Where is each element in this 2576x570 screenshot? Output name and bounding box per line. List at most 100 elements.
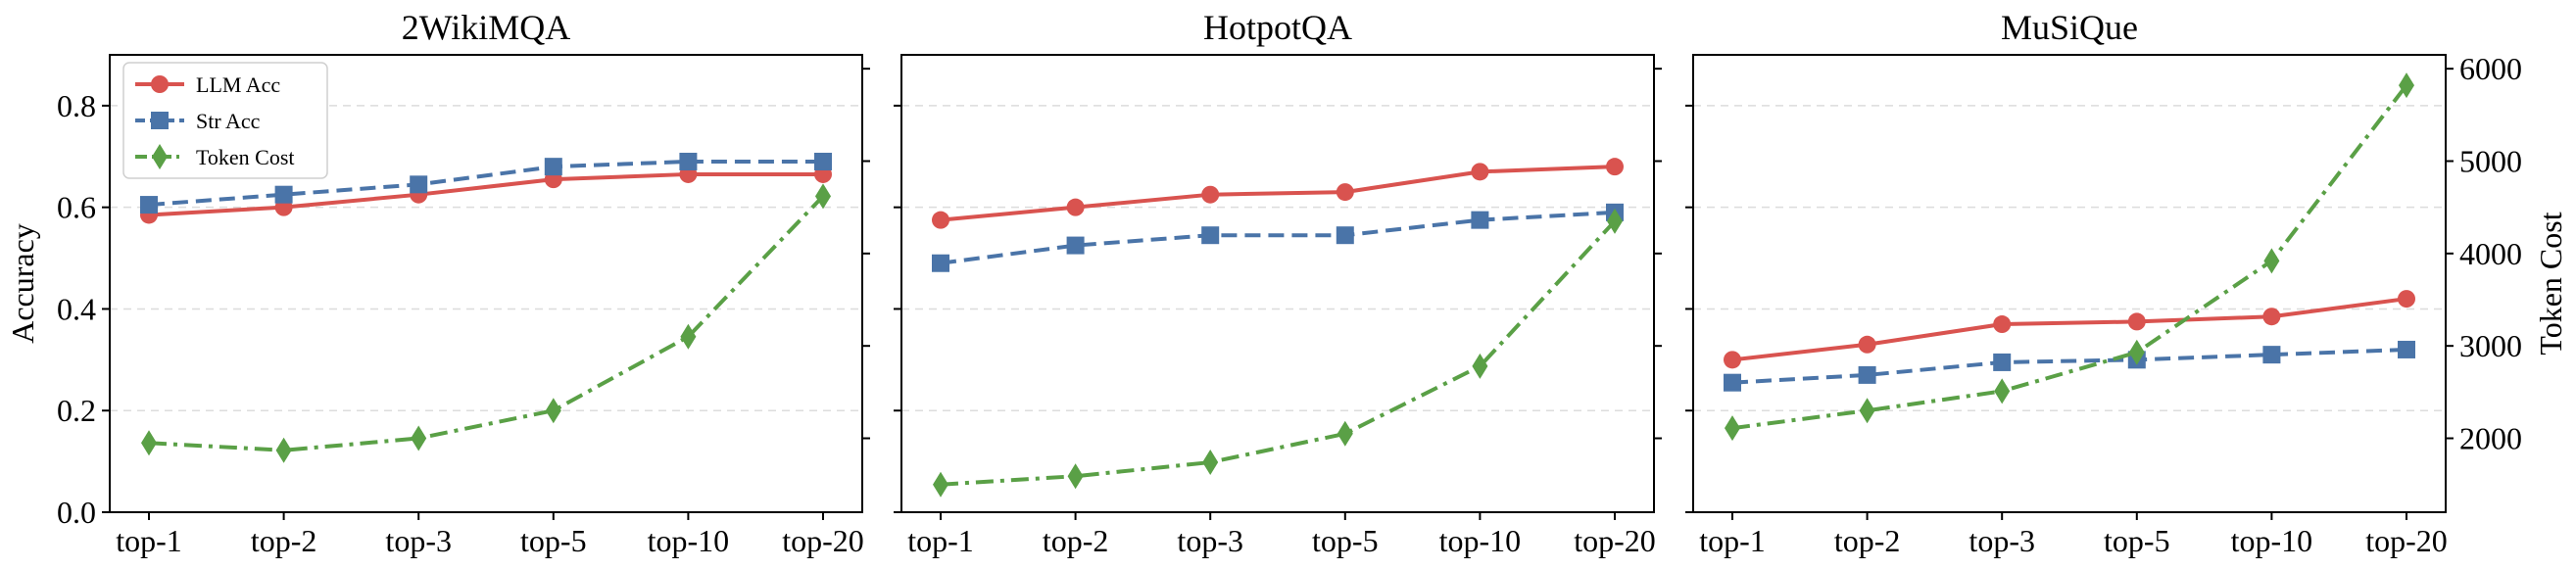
plot-frame [109, 54, 863, 513]
x-tick-label: top-1 [907, 523, 974, 558]
panel-title: MuSiQue [2001, 8, 2138, 47]
legend-marker [151, 75, 169, 93]
series-line [1731, 347, 2407, 385]
data-point [140, 196, 158, 214]
legend-label: Token Cost [196, 145, 295, 169]
data-point [410, 175, 428, 194]
data-point [1201, 226, 1220, 245]
data-point [1606, 158, 1624, 176]
legend-marker [151, 112, 169, 129]
series-line [148, 159, 823, 208]
series-token-cost [1725, 72, 2414, 442]
data-point [932, 211, 949, 229]
series-token-cost [141, 183, 831, 463]
legend: LLM Acc Str Acc Token Cost [122, 62, 328, 179]
series-line [1731, 83, 2408, 431]
x-tick-label: top-2 [1834, 523, 1901, 558]
data-point [2398, 340, 2415, 358]
data-point [814, 152, 832, 170]
series-token-cost [933, 208, 1623, 498]
data-point [1858, 335, 1876, 354]
series-line [940, 165, 1616, 222]
data-point [544, 158, 562, 176]
x-tick-label: top-3 [385, 523, 452, 558]
panel-2: HotpotQA top-1 top-2 top-3 top-5 top-10 top-20 [894, 8, 1662, 558]
x-tick-label: top-3 [1968, 523, 2035, 558]
data-point [1858, 365, 1876, 384]
y-tick-label-left: 0.8 [57, 88, 96, 123]
y-axis-label-left: Accuracy [5, 223, 40, 344]
legend-marker [152, 144, 168, 169]
data-point [275, 437, 292, 463]
y-axis-label-right: Token Cost [2533, 212, 2568, 355]
x-tick-label: top-20 [782, 523, 864, 558]
series-str-acc [140, 152, 832, 214]
x-tick-label: top-10 [648, 523, 730, 558]
x-tick-label: top-10 [2231, 523, 2313, 558]
data-point [1993, 315, 2012, 334]
data-point [2262, 308, 2281, 326]
y-tick-label-left: 0.2 [57, 393, 96, 428]
data-point [1994, 378, 2011, 404]
series-line [148, 194, 825, 452]
data-point [1472, 353, 1488, 379]
data-point [1471, 163, 1489, 181]
data-point [1724, 351, 1741, 369]
data-point [1993, 353, 2012, 371]
data-point [1725, 415, 1740, 442]
x-tick-label: top-2 [1043, 523, 1109, 558]
data-point [680, 323, 697, 350]
x-tick-label: top-2 [251, 523, 317, 558]
series-line [940, 219, 1617, 487]
y-tick-label-left: 0.4 [57, 291, 96, 326]
data-point [1336, 226, 1354, 245]
data-point [411, 425, 427, 451]
series-line [148, 171, 823, 217]
legend-item: Str Acc [135, 109, 261, 133]
panel-3: MuSiQue top-1 top-2 top-3 top-5 top-10 top-20 2… [1685, 8, 2522, 558]
y-tick-label-left: 0.0 [57, 495, 96, 530]
data-point [2262, 346, 2281, 364]
data-point [2263, 248, 2280, 274]
x-tick-label: top-5 [1312, 523, 1379, 558]
x-tick-label: top-10 [1439, 523, 1522, 558]
series-line [1731, 297, 2407, 362]
data-point [2399, 72, 2414, 99]
data-point [815, 183, 831, 210]
y-tick-label-right: 3000 [2459, 328, 2522, 363]
data-point [2398, 290, 2415, 309]
data-point [1202, 450, 1219, 476]
data-point [1607, 208, 1623, 234]
data-point [274, 185, 293, 204]
data-point [1724, 373, 1741, 392]
y-tick-label-right: 5000 [2459, 143, 2522, 178]
y-tick-label-right: 6000 [2459, 51, 2522, 86]
panel-title: HotpotQA [1203, 8, 1352, 47]
legend-label: Str Acc [196, 109, 261, 133]
y-tick-label-right: 4000 [2459, 236, 2522, 271]
series-llm-acc [1724, 290, 2415, 369]
data-point [1066, 198, 1085, 216]
y-tick-label-right: 2000 [2459, 421, 2522, 456]
panel-title: 2WikiMQA [402, 8, 571, 47]
data-point [1859, 398, 1875, 424]
series-llm-acc [932, 158, 1624, 229]
legend-item: Token Cost [135, 144, 295, 169]
x-tick-label: top-5 [520, 523, 587, 558]
legend-item: LLM Acc [135, 72, 280, 97]
data-point [2128, 339, 2145, 365]
data-point [141, 430, 157, 456]
data-point [1066, 236, 1085, 255]
data-point [545, 398, 561, 424]
y-tick-label-left: 0.6 [57, 190, 96, 225]
plot-frame [1692, 54, 2447, 513]
x-tick-label: top-5 [2104, 523, 2170, 558]
data-point [1336, 183, 1354, 202]
data-point [1201, 185, 1220, 204]
data-point [932, 254, 949, 272]
x-tick-label: top-20 [1574, 523, 1656, 558]
x-tick-label: top-3 [1177, 523, 1243, 558]
panel-1: 2WikiMQA top-1 top-2 top-3 top-5 top-10 top-20… [57, 8, 870, 558]
legend-label: LLM Acc [196, 72, 280, 97]
